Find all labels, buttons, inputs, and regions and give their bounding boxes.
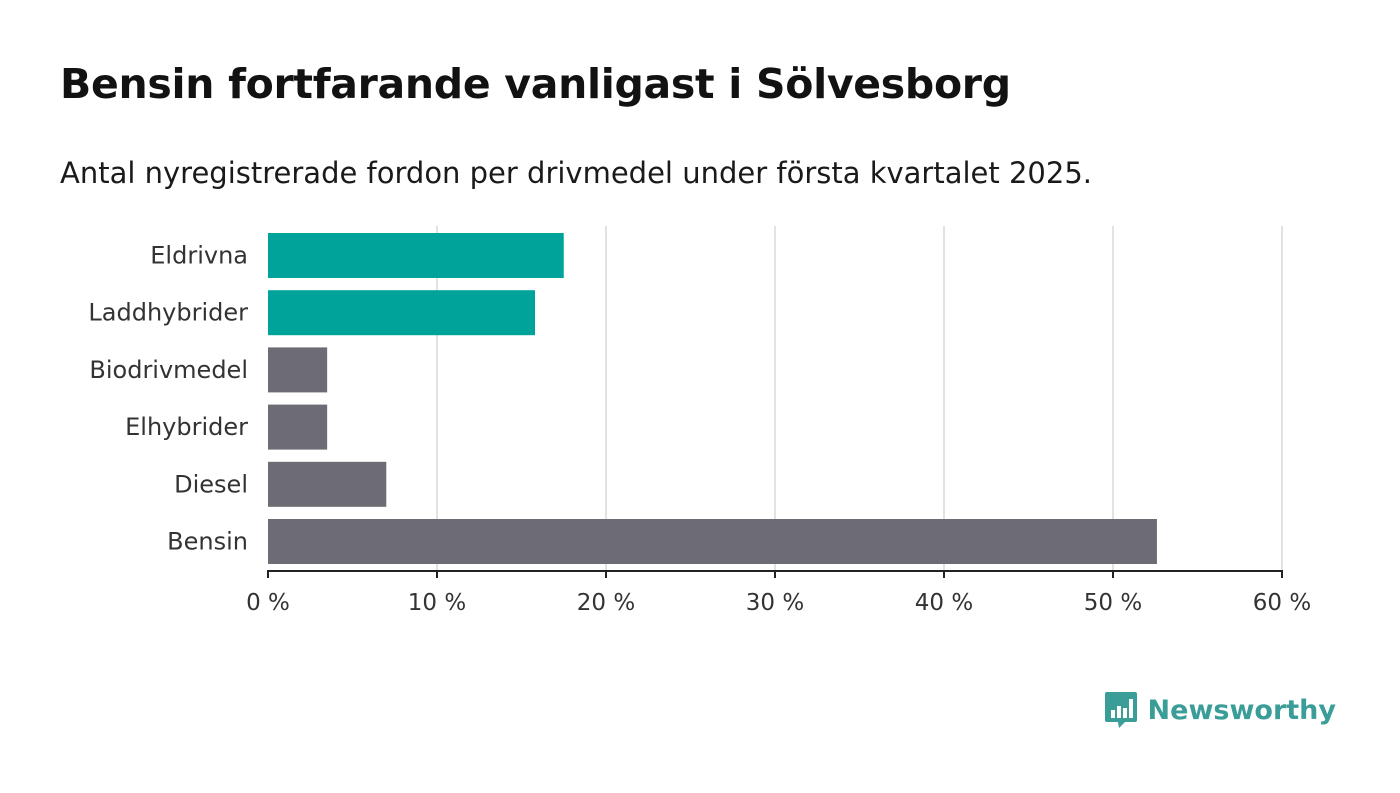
- page-subtitle: Antal nyregistrerade fordon per drivmede…: [60, 156, 1093, 190]
- newsworthy-logo-icon: [1104, 692, 1137, 728]
- x-tick-label: 60 %: [1253, 590, 1311, 616]
- x-tick-label: 50 %: [1084, 590, 1142, 616]
- x-tick-label: 20 %: [577, 590, 635, 616]
- bar-laddhybrider: [268, 290, 536, 336]
- category-label: Diesel: [174, 470, 248, 498]
- category-label: Elhybrider: [125, 413, 248, 441]
- x-tick-label: 10 %: [408, 590, 466, 616]
- bar-biodrivmedel: [268, 347, 328, 393]
- x-tick-label: 0 %: [246, 590, 290, 616]
- bar-bensin: [268, 519, 1157, 564]
- brand-logo: Newsworthy: [1104, 690, 1336, 730]
- x-tick-label: 40 %: [915, 590, 973, 616]
- page-title: Bensin fortfarande vanligast i Sölvesbor…: [60, 60, 1011, 108]
- bar-eldrivna: [268, 233, 564, 278]
- bar-diesel: [268, 461, 387, 507]
- brand-name: Newsworthy: [1147, 694, 1336, 726]
- category-label: Laddhybrider: [88, 299, 248, 327]
- category-label: Biodrivmedel: [89, 356, 248, 384]
- x-tick-label: 30 %: [746, 590, 804, 616]
- category-label: Bensin: [167, 528, 248, 556]
- bar-elhybrider: [268, 404, 328, 450]
- category-label: Eldrivna: [150, 242, 248, 270]
